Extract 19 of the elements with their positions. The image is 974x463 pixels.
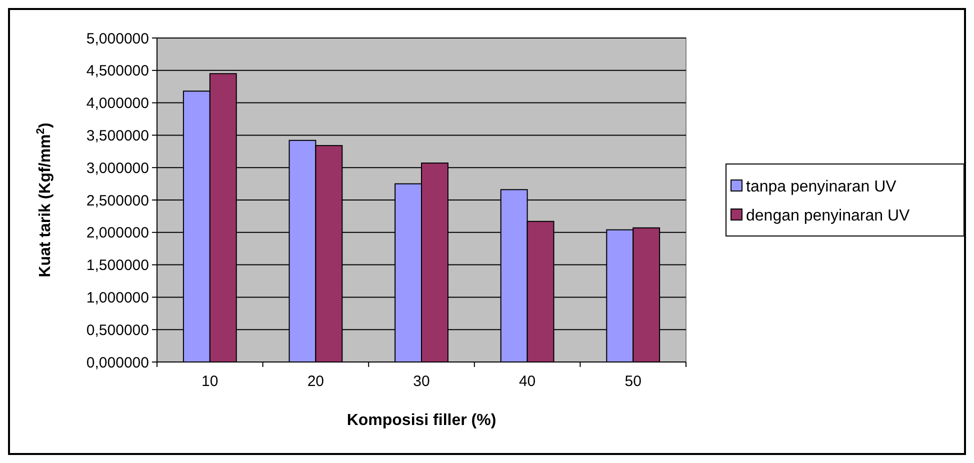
legend-label: tanpa penyinaran UV (746, 178, 897, 196)
y-tick-label: 4,500000 (86, 62, 149, 80)
y-tick-label: 1,000000 (86, 289, 149, 306)
y-tick-label: 1,500000 (86, 257, 149, 274)
x-tick-label: 30 (413, 373, 430, 390)
x-tick-label: 10 (202, 373, 218, 390)
y-tick-label: 2,500000 (86, 192, 149, 210)
y-tick-label: 2,000000 (86, 224, 149, 242)
x-tick-label: 20 (307, 373, 324, 390)
x-axis-title: Komposisi filler (%) (346, 412, 496, 429)
y-tick-label: 3,000000 (86, 160, 149, 177)
y-tick-label: 4,000000 (86, 95, 149, 112)
x-tick-label: 40 (518, 373, 536, 390)
y-tick-label: 5,000000 (86, 30, 149, 48)
y-tick-label: 3,500000 (86, 127, 149, 144)
y-tick-label: 0,000000 (86, 354, 149, 372)
y-tick-label: 0,500000 (86, 322, 149, 339)
x-tick-label: 50 (624, 373, 642, 390)
legend-label: dengan penyinaran UV (746, 208, 910, 225)
